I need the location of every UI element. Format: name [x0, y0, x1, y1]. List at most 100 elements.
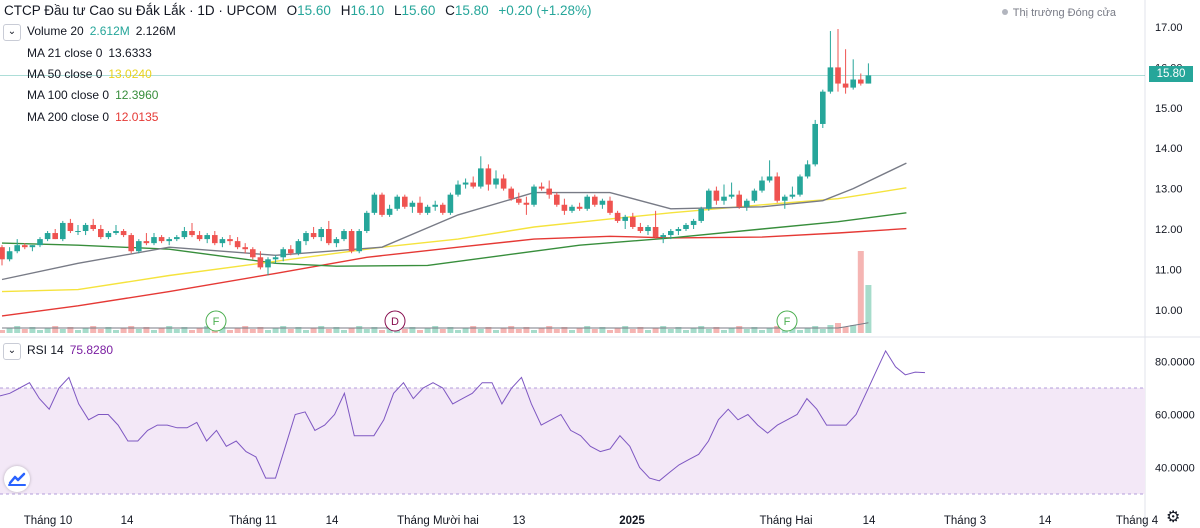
candle-body — [143, 241, 150, 244]
volume-bar — [584, 326, 591, 333]
candle-body — [812, 123, 818, 165]
time-tick-label: 14 — [863, 515, 876, 527]
legend-ma50-value: 13.0240 — [108, 67, 152, 81]
legend-ma100-label: MA 100 close 0 — [27, 88, 110, 102]
price-tick-label: 10.00 — [1155, 305, 1183, 317]
volume-bar — [44, 328, 51, 333]
candle-body — [804, 164, 811, 177]
volume-bar — [485, 327, 492, 333]
volume-bar — [500, 328, 507, 333]
candle-body — [52, 233, 58, 240]
volume-bar — [683, 330, 689, 333]
candle-body — [250, 249, 256, 258]
collapse-legend-button[interactable]: ⌄ — [3, 24, 21, 41]
volume-bar — [531, 330, 537, 333]
volume-bar — [690, 328, 697, 333]
volume-bar — [743, 329, 750, 333]
candle-body — [842, 83, 849, 88]
volume-bar — [759, 330, 765, 333]
symbol-title[interactable]: CTCP Đầu tư Cao su Đắk Lắk · 1D · UPCOM — [4, 3, 277, 18]
candle-body — [789, 194, 796, 197]
close-value: 15.80 — [454, 3, 489, 18]
collapse-rsi-button[interactable]: ⌄ — [3, 343, 21, 360]
candle-body — [759, 180, 765, 191]
legend-rsi-label: RSI 14 — [27, 343, 64, 357]
volume-bar — [508, 326, 515, 333]
volume-bar — [576, 328, 583, 333]
volume-bar — [698, 326, 705, 333]
volume-bar — [812, 326, 819, 333]
candle-body — [645, 226, 651, 232]
volume-bar — [189, 330, 195, 333]
candle-body — [272, 257, 279, 260]
legend-ma200-value: 12.0135 — [115, 110, 159, 124]
volume-bar — [447, 327, 454, 333]
volume-bar — [325, 329, 332, 333]
ma50-line — [1, 187, 907, 293]
candle-body — [447, 194, 454, 213]
candle-body — [189, 231, 195, 236]
legend-ma100[interactable]: MA 100 close 0 12.3960 — [27, 88, 158, 102]
high-label: H — [340, 3, 351, 18]
volume-bar — [675, 327, 682, 333]
volume-bar — [249, 329, 256, 333]
logo-glyph — [8, 472, 26, 486]
candle-body — [561, 204, 568, 211]
event-marker-label: F — [784, 316, 791, 328]
candle-body — [432, 204, 438, 207]
legend-ma21[interactable]: MA 21 close 0 13.6333 — [27, 46, 152, 60]
legend-ma200[interactable]: MA 200 close 0 12.0135 — [27, 110, 158, 124]
price-tick-label: 11.00 — [1155, 264, 1182, 276]
volume-bar — [257, 327, 264, 333]
open-value: 15.60 — [297, 3, 331, 18]
legend-rsi[interactable]: RSI 14 75.8280 — [27, 343, 113, 357]
legend-ma50[interactable]: MA 50 close 0 13.0240 — [27, 67, 152, 81]
volume-bar — [166, 326, 173, 333]
candle-body — [341, 231, 347, 240]
event-marker-1 — [384, 310, 406, 332]
legend-volume[interactable]: Volume 20 2.612M 2.126M — [27, 24, 176, 38]
volume-bar — [607, 330, 613, 333]
volume-bar — [280, 326, 287, 333]
price-tick-label: 12.00 — [1155, 224, 1183, 236]
gear-icon[interactable]: ⚙ — [1166, 509, 1181, 526]
event-marker-label: D — [391, 316, 399, 328]
ma100-line — [1, 212, 907, 267]
volume-bar — [424, 328, 431, 333]
candle-body — [333, 239, 340, 244]
volume-bar — [819, 329, 826, 333]
volume-bar — [797, 330, 803, 333]
volume-bar — [227, 330, 233, 333]
volume-bar — [561, 327, 568, 333]
chevron-down-icon: ⌄ — [7, 26, 17, 37]
candle-body — [212, 235, 218, 244]
candle-body — [554, 194, 560, 205]
candle-body — [584, 196, 590, 209]
volume-bar — [90, 326, 97, 333]
volume-bar — [401, 329, 408, 333]
time-tick-label: Tháng 10 — [24, 515, 73, 527]
volume-bar — [804, 328, 811, 333]
volume-bar — [97, 329, 104, 333]
candle-body — [698, 208, 704, 221]
candle-body — [364, 212, 370, 232]
volume-bar — [667, 329, 674, 333]
candle-body — [424, 206, 431, 213]
time-tick-label: Tháng Hai — [759, 515, 812, 527]
volume-bar — [705, 329, 712, 333]
candle-body — [90, 224, 96, 229]
change-value: +0.20 (+1.28%) — [498, 3, 592, 18]
candle-body — [386, 208, 393, 215]
high-value: 16.10 — [350, 3, 385, 18]
volume-bar — [409, 327, 416, 333]
candle-body — [181, 231, 188, 238]
candle-body — [326, 229, 332, 244]
volume-bar — [728, 328, 735, 333]
volume-bar — [0, 330, 5, 333]
volume-bar — [14, 326, 21, 333]
market-status-label: Thị trường Đóng cửa — [1012, 7, 1116, 19]
candle-body — [592, 196, 598, 205]
tradingview-logo-icon[interactable] — [4, 466, 30, 492]
candle-body — [637, 226, 644, 232]
